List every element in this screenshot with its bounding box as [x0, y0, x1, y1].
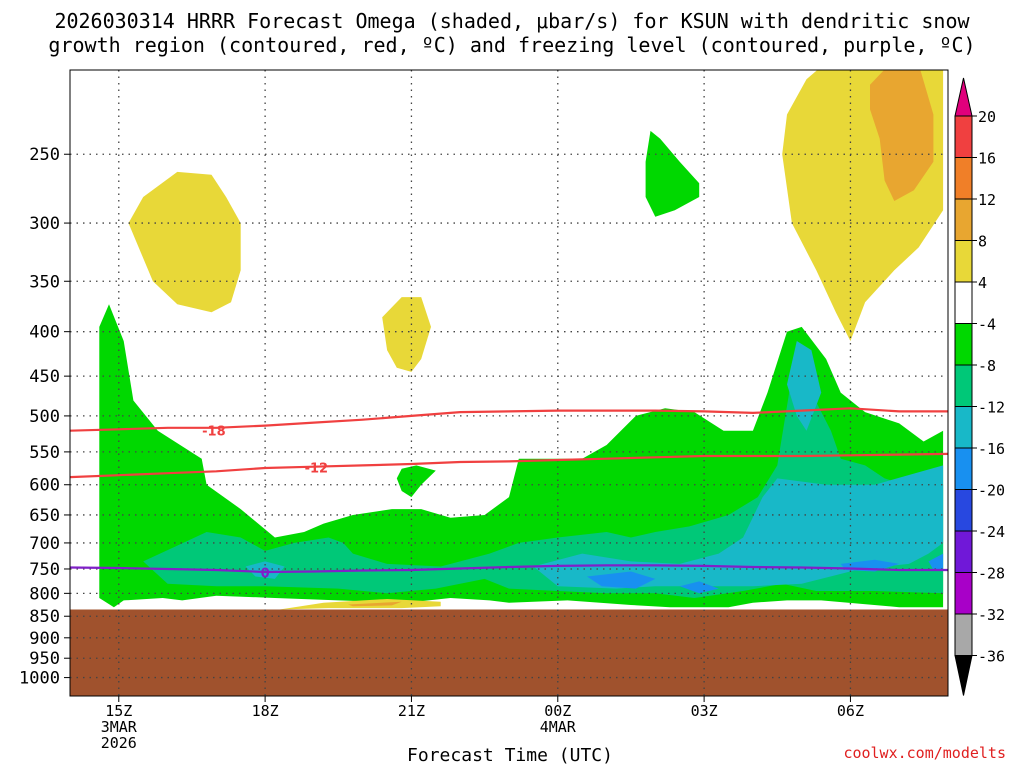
- omega-region-7: [587, 571, 656, 589]
- contour-line-1: [70, 452, 948, 479]
- terrain-fill: [70, 609, 948, 696]
- colorbar-label: 8: [978, 233, 987, 251]
- x-tick-label: 06Z: [837, 702, 864, 720]
- terrain: [70, 609, 948, 696]
- omega-region-4: [533, 465, 944, 589]
- colorbar-segment: [954, 364, 973, 407]
- y-tick-label: 250: [29, 145, 60, 165]
- colorbar-label: 12: [978, 191, 996, 209]
- colorbar-segment: [954, 115, 973, 158]
- colorbar: 20 16 12 8 4 -4 -8 -12 -16 -20 -24 -28 -32 -36: [954, 77, 1005, 696]
- x-tick-label: 00Z: [544, 702, 571, 720]
- y-tick-label: 600: [29, 476, 60, 496]
- y-tick-label: 550: [29, 443, 60, 463]
- chart-title-line2: growth region (contoured, red, ºC) and f…: [48, 33, 976, 57]
- y-tick-label: 800: [29, 584, 60, 604]
- colorbar-label: -32: [978, 606, 1005, 624]
- y-tick-label: 900: [29, 629, 60, 649]
- chart-title-line1: 2026030314 HRRR Forecast Omega (shaded, …: [54, 9, 970, 33]
- colorbar-segment: [954, 447, 973, 490]
- contour-label-2: 0: [261, 566, 270, 581]
- omega-region-15: [870, 70, 934, 201]
- y-tick-label: 500: [29, 407, 60, 427]
- y-tick-label: 700: [29, 534, 60, 554]
- y-tick-label: 400: [29, 323, 60, 343]
- credit-text: coolwx.com/modelts: [843, 744, 1006, 762]
- colorbar-segment: [954, 406, 973, 449]
- contour-label-1: -12: [305, 461, 329, 476]
- contour-line-0: [70, 407, 948, 432]
- omega-region-8: [679, 581, 719, 594]
- colorbar-top-arrow: [954, 77, 973, 117]
- colorbar-label: -4: [978, 316, 996, 334]
- x-tick-label: 15Z: [105, 702, 132, 720]
- colorbar-segment: [954, 281, 973, 324]
- colorbar-segment: [954, 157, 973, 200]
- colorbar-label: 20: [978, 108, 996, 126]
- colorbar-segment: [954, 489, 973, 532]
- colorbar-label: -12: [978, 399, 1005, 417]
- omega-region-1: [645, 130, 700, 217]
- y-tick-label: 300: [29, 214, 60, 234]
- y-tick-label: 850: [29, 607, 60, 627]
- colorbar-segment: [954, 613, 973, 656]
- omega-region-5: [787, 341, 822, 431]
- colorbar-label: -24: [978, 523, 1005, 541]
- omega-region-6: [245, 561, 285, 579]
- colorbar-label: -16: [978, 440, 1005, 458]
- x-tick-label: 03Z: [691, 702, 718, 720]
- colorbar-label: -8: [978, 357, 996, 375]
- y-axis: 2503003504004505005506006507007508008509…: [19, 145, 70, 689]
- grid-lines: [70, 70, 948, 696]
- omega-region-12: [382, 297, 431, 372]
- colorbar-segment: [954, 530, 973, 573]
- x-tick-label: 21Z: [398, 702, 425, 720]
- x-tick-label: 18Z: [252, 702, 279, 720]
- colorbar-segment: [954, 240, 973, 283]
- x-tick-label: 4MAR: [540, 718, 577, 736]
- colorbar-label: -36: [978, 648, 1005, 666]
- y-tick-label: 450: [29, 367, 60, 387]
- omega-shading: [99, 70, 944, 610]
- plot-frame: [69, 69, 949, 697]
- omega-region-10: [928, 553, 944, 570]
- contour-line-2: [70, 564, 948, 574]
- colorbar-label: -20: [978, 482, 1005, 500]
- x-axis-label: Forecast Time (UTC): [407, 745, 613, 766]
- contour-lines: -18 -12 0: [70, 407, 948, 581]
- contour-label-0: -18: [202, 425, 226, 440]
- omega-region-11: [128, 171, 241, 313]
- colorbar-label: 4: [978, 274, 987, 292]
- colorbar-label: 16: [978, 150, 996, 168]
- x-tick-label: 3MAR: [101, 718, 138, 736]
- colorbar-segment: [954, 198, 973, 241]
- y-tick-label: 1000: [19, 669, 60, 689]
- y-tick-label: 650: [29, 506, 60, 526]
- colorbar-segment: [954, 323, 973, 366]
- omega-region-2: [396, 465, 436, 498]
- x-tick-label: 2026: [101, 734, 137, 752]
- y-tick-label: 350: [29, 272, 60, 292]
- colorbar-label: -28: [978, 565, 1005, 583]
- y-tick-label: 750: [29, 560, 60, 580]
- y-tick-label: 950: [29, 649, 60, 669]
- colorbar-bottom-arrow: [954, 655, 973, 696]
- omega-region-16: [348, 601, 402, 607]
- colorbar-segment: [954, 572, 973, 615]
